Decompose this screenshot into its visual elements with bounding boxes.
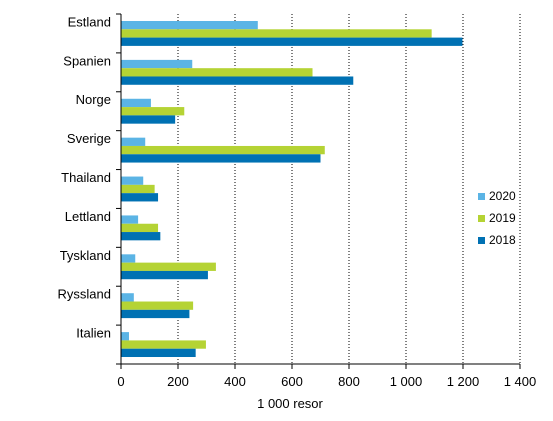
bar-2020-tyskland	[121, 254, 136, 263]
bar-2020-ryssland	[121, 293, 134, 302]
category-label: Ryssland	[58, 287, 111, 302]
category-label: Lettland	[65, 209, 111, 224]
bar-2018-tyskland	[121, 270, 208, 280]
x-tick-label: 600	[281, 374, 303, 389]
bar-2018-italien	[121, 348, 196, 358]
category-label: Sverige	[67, 131, 111, 146]
gridlines	[177, 14, 521, 364]
bars	[121, 20, 463, 358]
bar-2020-lettland	[121, 215, 139, 224]
legend-label: 2019	[489, 211, 516, 225]
bar-2018-thailand	[121, 193, 159, 202]
x-tick-label: 0	[117, 374, 124, 389]
bar-2018-ryssland	[121, 309, 190, 319]
legend-label: 2018	[489, 233, 516, 247]
category-label: Norge	[76, 92, 111, 107]
legend-swatch-2020	[478, 193, 485, 200]
category-labels: Estland Spanien Norge Sverige Thailand Lettla…	[58, 14, 111, 340]
bar-2019-norge	[121, 107, 185, 116]
legend-swatch-2019	[478, 215, 485, 222]
category-label: Thailand	[61, 170, 111, 185]
bar-2019-sverige	[121, 145, 325, 155]
bar-2019-estland	[121, 29, 432, 38]
bar-2018-estland	[121, 37, 463, 46]
bar-2019-thailand	[121, 184, 155, 194]
bar-2020-norge	[121, 98, 151, 108]
bar-2019-spanien	[121, 68, 313, 77]
legend-swatch-2018	[478, 237, 485, 244]
bar-2020-estland	[121, 20, 258, 30]
category-label: Italien	[76, 326, 111, 341]
legend-label: 2020	[489, 189, 516, 203]
bar-2018-sverige	[121, 154, 321, 163]
category-label: Tyskland	[60, 248, 111, 263]
x-tick-label: 1 400	[504, 374, 537, 389]
bar-2019-ryssland	[121, 301, 194, 310]
x-tick-label: 400	[224, 374, 246, 389]
x-axis-label: 1 000 resor	[257, 396, 323, 411]
x-tick-label: 1 000	[390, 374, 423, 389]
axes	[116, 13, 521, 369]
x-tick-label: 800	[338, 374, 360, 389]
bar-2019-tyskland	[121, 262, 216, 271]
bar-2020-spanien	[121, 59, 193, 69]
x-tick-label: 200	[167, 374, 189, 389]
category-label: Spanien	[63, 53, 111, 68]
bar-2020-sverige	[121, 137, 146, 146]
bar-2018-lettland	[121, 232, 161, 241]
bar-2018-norge	[121, 115, 176, 124]
legend: 2020 2019 2018	[478, 189, 516, 247]
x-tick-labels: 0 200 400 600 800 1 000 1 200 1 400	[117, 374, 536, 389]
bar-2019-lettland	[121, 223, 159, 233]
bar-2020-italien	[121, 332, 129, 341]
bar-2018-spanien	[121, 76, 354, 85]
bar-2019-italien	[121, 340, 206, 349]
bar-2020-thailand	[121, 176, 144, 185]
x-tick-label: 1 200	[447, 374, 480, 389]
category-label: Estland	[68, 14, 111, 29]
